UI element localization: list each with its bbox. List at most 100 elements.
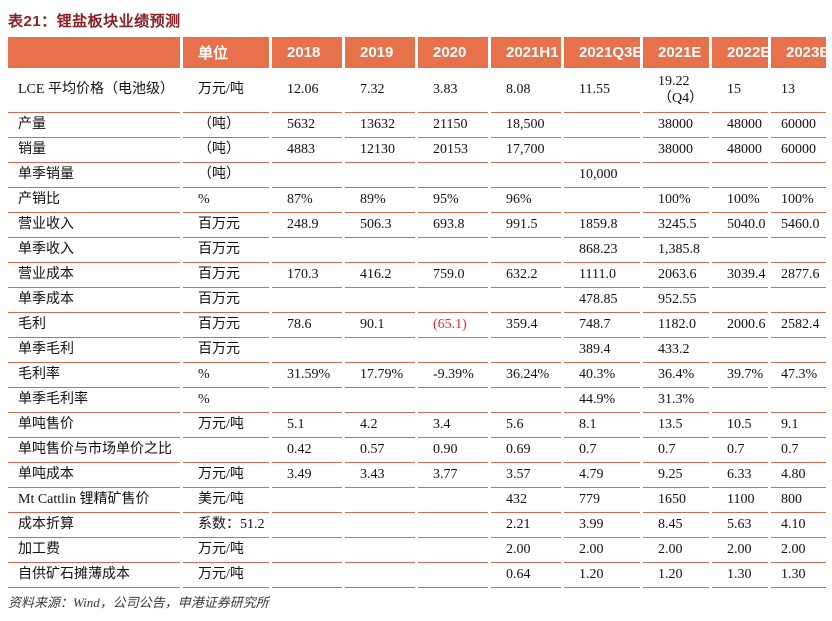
cell-value: 6.33 [712,463,768,488]
table-row: 销量 （吨） 4883 12130 20153 17,700 38000 48000 60000 [8,138,826,163]
row-label: 单季成本 [8,288,180,313]
cell-value [272,238,342,263]
cell-value: 18,500 [491,113,561,138]
row-label: 成本折算 [8,513,180,538]
table-row: LCE 平均价格（电池级） 万元/吨 12.06 7.32 3.83 8.08 11.55 1… [8,68,826,113]
header-cell-2019: 2019 [345,37,415,68]
cell-value: 31.59% [272,363,342,388]
row-label: 自供矿石摊薄成本 [8,563,180,588]
cell-value: 3.57 [491,463,561,488]
cell-value: 0.7 [771,438,826,463]
cell-value: 2877.6 [771,263,826,288]
cell-value [491,338,561,363]
cell-value [712,238,768,263]
row-label: 产量 [8,113,180,138]
cell-value: 416.2 [345,263,415,288]
cell-value: 13632 [345,113,415,138]
cell-value: 389.4 [564,338,640,363]
row-label: LCE 平均价格（电池级） [8,68,180,113]
cell-value: 8.45 [643,513,709,538]
cell-value: 38000 [643,138,709,163]
row-unit: 百万元 [183,288,269,313]
row-label: 单季销量 [8,163,180,188]
row-unit: % [183,188,269,213]
cell-value: 48000 [712,113,768,138]
cell-value: 4883 [272,138,342,163]
table-row: 毛利率% 31.59% 17.79% -9.39% 36.24% 40.3% 36.4% 39… [8,363,826,388]
row-unit [183,438,269,463]
cell-value [272,513,342,538]
cell-value [418,513,488,538]
cell-value [771,238,826,263]
cell-value: 1,385.8 [643,238,709,263]
table-header: 单位 2018 2019 2020 2021H1 2021Q3E 2021E 2… [8,37,826,68]
cell-value: 2.21 [491,513,561,538]
cell-value: 13.5 [643,413,709,438]
cell-value: 0.42 [272,438,342,463]
row-unit: 系数：51.2 [183,513,269,538]
header-cell-2018: 2018 [272,37,342,68]
cell-value [272,488,342,513]
cell-value [771,288,826,313]
cell-value [418,388,488,413]
cell-value [345,513,415,538]
cell-value: 3.99 [564,513,640,538]
cell-value: 10,000 [564,163,640,188]
row-label: 单吨售价 [8,413,180,438]
table-row: Mt Cattlin 锂精矿售价 美元/吨 432 779 1650 1100 800 [8,488,826,513]
cell-value: 8.08 [491,68,561,113]
row-label: 单季收入 [8,238,180,263]
cell-value: 0.7 [564,438,640,463]
cell-value: 2.00 [771,538,826,563]
cell-value: 433.2 [643,338,709,363]
cell-value: 9.25 [643,463,709,488]
cell-value: 5.1 [272,413,342,438]
cell-value: 0.69 [491,438,561,463]
cell-value: 17,700 [491,138,561,163]
cell-value: 89% [345,188,415,213]
cell-value: 5.63 [712,513,768,538]
cell-value: 478.85 [564,288,640,313]
cell-value: 1100 [712,488,768,513]
cell-value: 17.79% [345,363,415,388]
cell-value: 100% [643,188,709,213]
row-label: 单吨成本 [8,463,180,488]
row-unit: 万元/吨 [183,563,269,588]
row-unit: 万元/吨 [183,68,269,113]
cell-value: 3.83 [418,68,488,113]
cell-value: 5460.0 [771,213,826,238]
cell-value: 952.55 [643,288,709,313]
cell-value [564,113,640,138]
cell-value: 19.22 （Q4） [643,68,709,113]
table-row: 毛利 百万元 78.6 90.1 (65.1) 359.4 748.7 1182.0 2000.… [8,313,826,338]
table-row: 产量 （吨） 5632 13632 21150 18,500 38000 48000 60000 [8,113,826,138]
cell-value [272,163,342,188]
cell-value: 36.24% [491,363,561,388]
cell-value: 1.20 [643,563,709,588]
cell-value: 0.90 [418,438,488,463]
cell-value [712,388,768,413]
cell-value [491,288,561,313]
cell-value: 100% [712,188,768,213]
cell-value: 90.1 [345,313,415,338]
cell-value [418,488,488,513]
row-unit: （吨） [183,113,269,138]
cell-value: 10.5 [712,413,768,438]
table-row: 自供矿石摊薄成本 万元/吨 0.64 1.20 1.20 1.30 1.30 [8,563,826,588]
row-unit: 百万元 [183,263,269,288]
cell-value [491,388,561,413]
row-unit: 百万元 [183,313,269,338]
cell-value [272,388,342,413]
cell-value: 748.7 [564,313,640,338]
table-row: 加工费 万元/吨 2.00 2.00 2.00 2.00 2.00 [8,538,826,563]
cell-value: 4.10 [771,513,826,538]
row-label: 毛利 [8,313,180,338]
table-row: 单季成本 百万元 478.85 952.55 [8,288,826,313]
cell-value: 12.06 [272,68,342,113]
cell-value [272,338,342,363]
cell-value: 78.6 [272,313,342,338]
cell-value: 47.3% [771,363,826,388]
cell-value: 1859.8 [564,213,640,238]
cell-value: 87% [272,188,342,213]
cell-value: 48000 [712,138,768,163]
